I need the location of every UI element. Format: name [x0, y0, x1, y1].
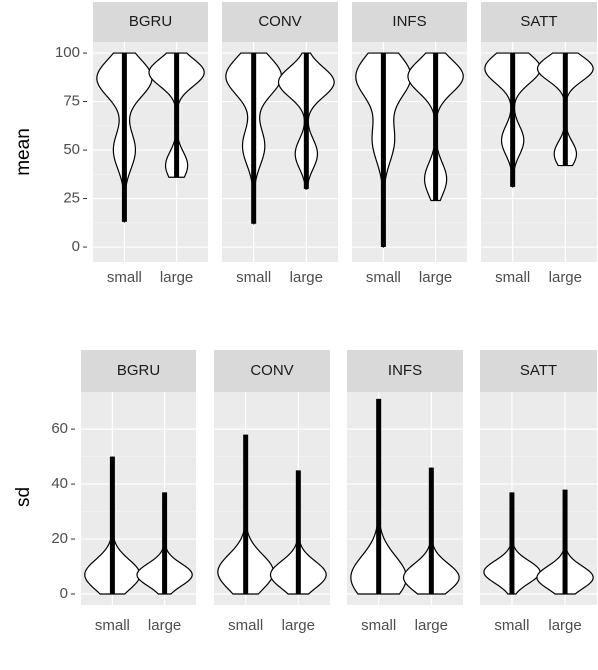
x-tick-label: small	[366, 269, 401, 286]
y-tick-label: 40	[51, 475, 68, 492]
y-axis-title: mean	[13, 128, 34, 176]
strip	[81, 350, 196, 392]
x-tick-label: small	[95, 617, 130, 634]
strip	[93, 2, 208, 42]
y-tick-label: 0	[72, 238, 80, 255]
x-tick-label: large	[549, 269, 582, 286]
x-tick-label: large	[415, 617, 448, 634]
x-tick-label: large	[148, 617, 181, 634]
strip-label: BGRU	[129, 13, 172, 30]
strip	[347, 350, 463, 392]
strip	[481, 2, 597, 42]
y-axis-title: sd	[13, 487, 34, 507]
x-tick-label: large	[282, 617, 315, 634]
y-tick-label: 0	[60, 585, 68, 602]
y-tick-label: 60	[51, 420, 68, 437]
x-tick-label: small	[495, 269, 530, 286]
strip-label: SATT	[520, 362, 557, 379]
x-tick-label: large	[419, 269, 452, 286]
strip	[222, 2, 338, 42]
x-tick-label: large	[290, 269, 323, 286]
strip	[352, 2, 467, 42]
x-tick-label: small	[107, 269, 142, 286]
y-tick-label: 50	[63, 141, 80, 158]
strip-label: BGRU	[117, 362, 160, 379]
strip-label: SATT	[520, 13, 557, 30]
x-tick-label: small	[236, 269, 271, 286]
y-tick-label: 20	[51, 530, 68, 547]
x-tick-label: small	[228, 617, 263, 634]
strip-label: CONV	[258, 13, 301, 30]
strip	[480, 350, 597, 392]
x-tick-label: large	[548, 617, 581, 634]
x-tick-label: small	[361, 617, 396, 634]
strip-label: INFS	[392, 13, 426, 30]
y-tick-label: 75	[63, 93, 80, 110]
strip-label: CONV	[250, 362, 293, 379]
x-tick-label: large	[160, 269, 193, 286]
x-tick-label: small	[494, 617, 529, 634]
strip	[214, 350, 330, 392]
y-tick-label: 100	[55, 44, 80, 61]
y-tick-label: 25	[63, 190, 80, 207]
strip-label: INFS	[388, 362, 422, 379]
